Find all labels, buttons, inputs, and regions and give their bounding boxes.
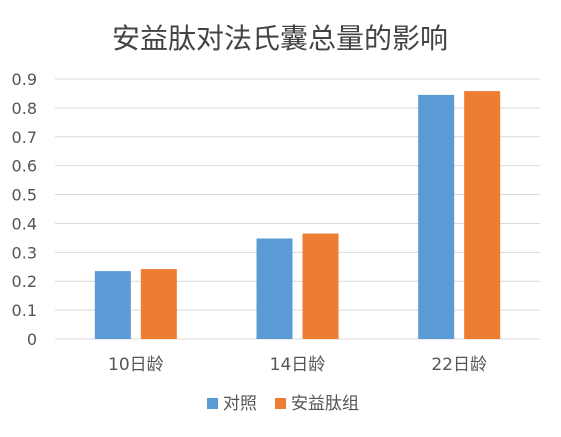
bar-treatment bbox=[302, 233, 339, 339]
y-tick-label: 0.3 bbox=[12, 243, 37, 262]
bar-control bbox=[418, 94, 455, 339]
legend: 对照 安益肽组 bbox=[207, 394, 359, 414]
y-tick-label: 0.2 bbox=[12, 272, 37, 291]
legend-swatch bbox=[275, 398, 286, 409]
y-tick-label: 0.5 bbox=[12, 186, 37, 205]
x-category-label: 14日龄 bbox=[270, 355, 326, 375]
legend-swatch bbox=[207, 398, 218, 409]
legend-label: 对照 bbox=[223, 394, 257, 414]
bars bbox=[94, 91, 501, 339]
bar-control bbox=[94, 271, 131, 339]
bar-treatment bbox=[140, 269, 177, 339]
bar-treatment bbox=[464, 91, 501, 339]
y-tick-label: 0.1 bbox=[12, 301, 37, 320]
x-category-label: 22日龄 bbox=[431, 355, 487, 375]
gridlines bbox=[55, 78, 540, 340]
y-axis-tick-labels: 0 0.1 0.2 0.3 0.4 0.5 0.6 0.7 0.8 0.9 bbox=[12, 70, 37, 349]
x-category-label: 10日龄 bbox=[108, 355, 164, 375]
y-tick-label: 0.8 bbox=[12, 99, 37, 118]
y-tick-label: 0.6 bbox=[12, 157, 37, 176]
legend-label: 安益肽组 bbox=[291, 394, 359, 414]
x-axis-category-labels: 10日龄 14日龄 22日龄 bbox=[108, 355, 487, 375]
y-tick-label: 0.4 bbox=[12, 214, 37, 233]
chart-title: 安益肽对法氏囊总量的影响 bbox=[112, 22, 448, 55]
y-tick-label: 0.9 bbox=[12, 70, 37, 89]
y-tick-label: 0.7 bbox=[12, 128, 37, 147]
bar-control bbox=[256, 238, 293, 339]
y-tick-label: 0 bbox=[27, 330, 37, 349]
